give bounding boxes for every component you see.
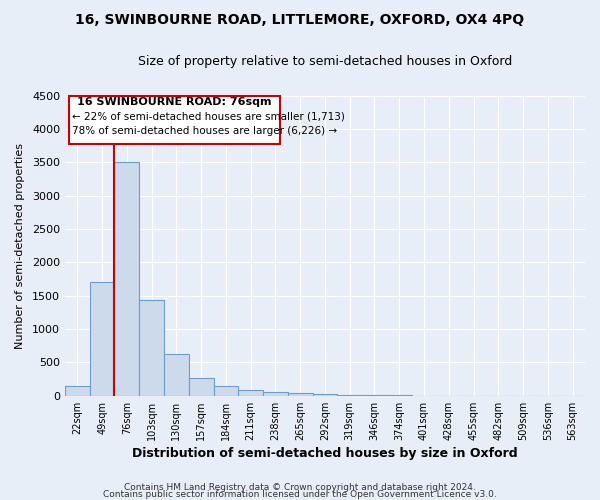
Text: 16 SWINBOURNE ROAD: 76sqm: 16 SWINBOURNE ROAD: 76sqm xyxy=(77,97,272,107)
Bar xyxy=(337,395,362,396)
Bar xyxy=(65,386,89,396)
FancyBboxPatch shape xyxy=(68,96,280,144)
X-axis label: Distribution of semi-detached houses by size in Oxford: Distribution of semi-detached houses by … xyxy=(132,447,518,460)
Bar xyxy=(89,282,115,396)
Text: 16, SWINBOURNE ROAD, LITTLEMORE, OXFORD, OX4 4PQ: 16, SWINBOURNE ROAD, LITTLEMORE, OXFORD,… xyxy=(76,12,524,26)
Bar xyxy=(139,300,164,396)
Text: Contains public sector information licensed under the Open Government Licence v3: Contains public sector information licen… xyxy=(103,490,497,499)
Text: Contains HM Land Registry data © Crown copyright and database right 2024.: Contains HM Land Registry data © Crown c… xyxy=(124,484,476,492)
Bar xyxy=(238,390,263,396)
Bar xyxy=(362,395,387,396)
Bar xyxy=(263,392,288,396)
Bar xyxy=(164,354,189,396)
Bar xyxy=(288,393,313,396)
Y-axis label: Number of semi-detached properties: Number of semi-detached properties xyxy=(15,142,25,348)
Bar xyxy=(313,394,337,396)
Bar xyxy=(115,162,139,396)
Text: 78% of semi-detached houses are larger (6,226) →: 78% of semi-detached houses are larger (… xyxy=(73,126,337,136)
Text: ← 22% of semi-detached houses are smaller (1,713): ← 22% of semi-detached houses are smalle… xyxy=(73,112,345,122)
Bar xyxy=(189,378,214,396)
Title: Size of property relative to semi-detached houses in Oxford: Size of property relative to semi-detach… xyxy=(138,55,512,68)
Bar xyxy=(214,386,238,396)
